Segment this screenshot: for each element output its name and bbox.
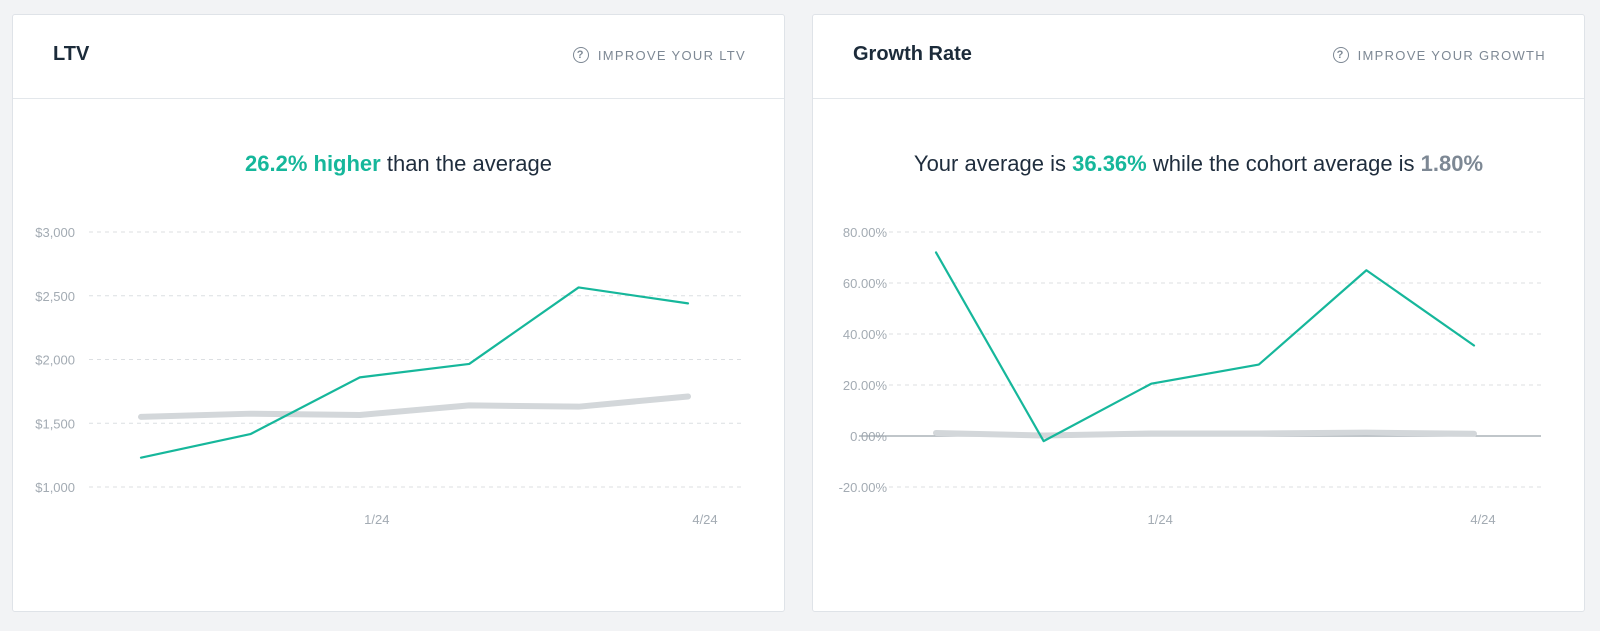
growth-line-chart: -20.00%0.00%20.00%40.00%60.00%80.00%1/24…	[839, 225, 1541, 527]
y-tick-label: 80.00%	[843, 225, 888, 240]
y-tick-label: $1,500	[35, 416, 75, 431]
growth-card-title: Growth Rate	[853, 43, 972, 65]
ltv-headline-highlight: 26.2% higher	[245, 151, 381, 176]
y-tick-label: 20.00%	[843, 378, 888, 393]
growth-headline-cohort-value: 1.80%	[1420, 151, 1484, 176]
y-tick-label: $2,000	[35, 353, 75, 368]
ltv-line-chart: $1,000 $1,500 $2,000 $2,500 $3,000 1/24 4/24	[35, 225, 741, 527]
x-tick-label: 1/24	[1148, 512, 1173, 527]
y-tick-label: 40.00%	[843, 327, 888, 342]
ltv-headline-rest: than the average	[380, 151, 552, 176]
y-tick-label: $1,000	[35, 480, 75, 495]
growth-card-header: Growth Rate ? IMPROVE YOUR GROWTH	[813, 15, 1584, 99]
cohort-average-line	[138, 393, 691, 420]
question-circle-icon: ?	[572, 47, 589, 63]
x-tick-label: 4/24	[1470, 512, 1495, 527]
question-circle-icon: ?	[1332, 47, 1349, 63]
your-value-line	[139, 286, 690, 459]
cohort-average-line	[933, 429, 1477, 439]
ltv-card: LTV ? IMPROVE YOUR LTV 26.2% higher than…	[12, 14, 785, 612]
growth-card: Growth Rate ? IMPROVE YOUR GROWTH Your a…	[812, 14, 1585, 612]
ltv-card-title: LTV	[53, 43, 90, 65]
x-tick-label: 4/24	[692, 512, 717, 527]
y-tick-label: $3,000	[35, 225, 75, 240]
growth-headline: Your average is 36.36% while the cohort …	[813, 151, 1584, 177]
improve-ltv-link[interactable]: ? IMPROVE YOUR LTV	[572, 47, 746, 63]
growth-headline-middle: while the cohort average is	[1146, 151, 1421, 176]
improve-growth-label: IMPROVE YOUR GROWTH	[1357, 47, 1546, 63]
growth-headline-your-value: 36.36%	[1072, 151, 1147, 176]
growth-headline-prefix: Your average is	[913, 151, 1073, 176]
ltv-card-header: LTV ? IMPROVE YOUR LTV	[13, 15, 784, 99]
ltv-headline: 26.2% higher than the average	[13, 151, 784, 177]
your-value-line	[934, 251, 1476, 443]
y-tick-label: 60.00%	[843, 276, 888, 291]
y-tick-label: -20.00%	[839, 480, 888, 495]
x-tick-label: 1/24	[364, 512, 389, 527]
improve-ltv-label: IMPROVE YOUR LTV	[597, 47, 746, 63]
y-tick-label: $2,500	[35, 289, 75, 304]
improve-growth-link[interactable]: ? IMPROVE YOUR GROWTH	[1332, 47, 1546, 63]
